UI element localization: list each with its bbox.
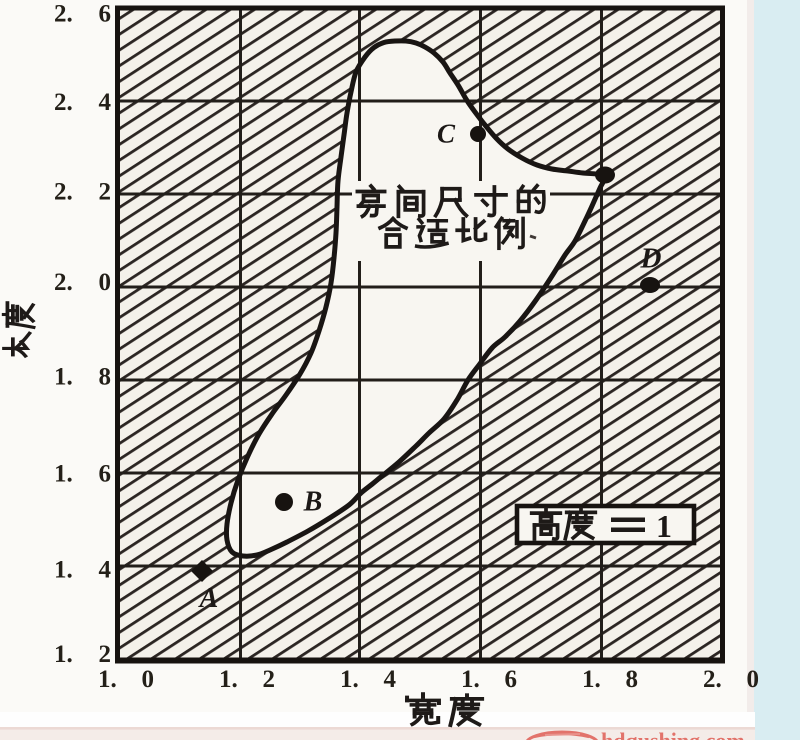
svg-text:4: 4 — [384, 666, 397, 693]
svg-text:2.: 2. — [703, 666, 722, 693]
svg-text:0: 0 — [99, 269, 112, 296]
svg-text:0: 0 — [747, 666, 760, 693]
svg-text:1.: 1. — [582, 666, 601, 693]
svg-text:1.: 1. — [54, 364, 73, 391]
svg-text:2.: 2. — [54, 1, 73, 28]
svg-text:2: 2 — [99, 641, 112, 668]
svg-text:8: 8 — [626, 666, 639, 693]
svg-text:2.: 2. — [54, 269, 73, 296]
svg-text:6: 6 — [99, 1, 112, 28]
svg-text:1.: 1. — [54, 461, 73, 488]
svg-text:A: A — [198, 583, 219, 614]
svg-text:8: 8 — [99, 364, 112, 391]
svg-text:1.: 1. — [54, 641, 73, 668]
svg-text:6: 6 — [99, 461, 112, 488]
svg-text:4: 4 — [99, 557, 112, 584]
svg-text:2.: 2. — [54, 89, 73, 116]
svg-text:2.: 2. — [54, 179, 73, 206]
svg-text:2: 2 — [99, 179, 112, 206]
svg-text:1: 1 — [656, 508, 672, 544]
svg-text:1.: 1. — [219, 666, 238, 693]
svg-text:hdqushing.com: hdqushing.com — [601, 728, 745, 740]
svg-text:1.: 1. — [340, 666, 359, 693]
svg-text:B: B — [303, 487, 323, 518]
svg-text:1.: 1. — [98, 666, 117, 693]
svg-text:0: 0 — [142, 666, 155, 693]
svg-text:6: 6 — [505, 666, 518, 693]
svg-text:4: 4 — [99, 89, 112, 116]
svg-text:1.: 1. — [54, 557, 73, 584]
svg-text:1.: 1. — [461, 666, 480, 693]
svg-text:2: 2 — [263, 666, 276, 693]
svg-text:D: D — [640, 243, 662, 275]
svg-text:C: C — [437, 119, 456, 149]
